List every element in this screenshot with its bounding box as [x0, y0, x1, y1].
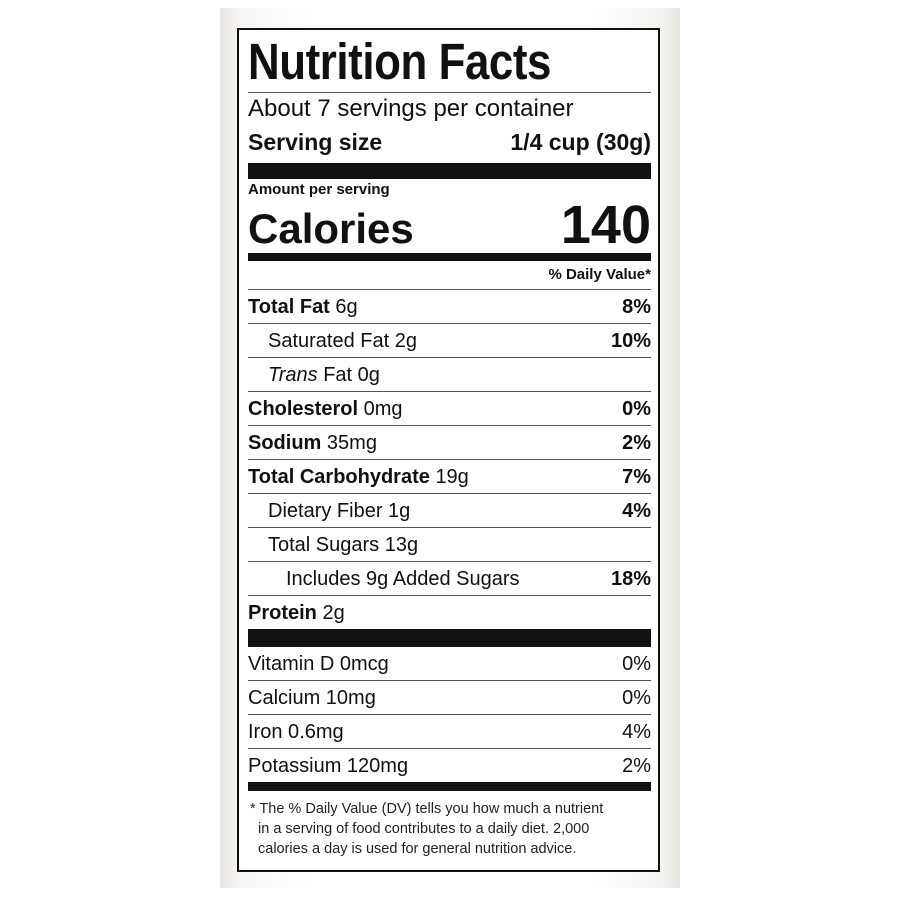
nutrient-name-cell: Total Fat 6g	[248, 290, 358, 323]
micronutrient-name: Calcium 10mg	[248, 687, 376, 709]
nutrient-amount: 13g	[384, 534, 419, 556]
nutrient-amount: 0g	[357, 364, 380, 386]
nutrient-row: Total Fat 6g 8%	[248, 290, 651, 324]
nutrient-daily-value: 10%	[610, 330, 651, 352]
micronutrient-daily-value: 0%	[622, 687, 651, 709]
nutrient-daily-value: 18%	[610, 568, 651, 590]
nutrient-name-cell: Includes 9g Added Sugars	[248, 562, 520, 595]
nutrient-name-cell: Cholesterol 0mg	[248, 392, 403, 425]
micronutrient-daily-value: 2%	[622, 755, 651, 777]
calories-row: Calories 140	[248, 195, 651, 255]
serving-size-value: 1/4 cup (30g)	[510, 129, 651, 155]
micronutrient-row: Calcium 10mg 0%	[248, 681, 651, 715]
nutrient-name-cell: Total Carbohydrate 19g	[248, 460, 469, 493]
medium-divider	[248, 253, 651, 261]
nutrient-row: Total Sugars 13g	[248, 528, 651, 562]
nutrient-row: Includes 9g Added Sugars 18%	[248, 562, 651, 596]
nutrient-amount: 2g	[394, 330, 417, 352]
nutrient-daily-value: 7%	[622, 466, 651, 488]
footnote-line: in a serving of food contributes to a da…	[258, 821, 590, 837]
micronutrient-name: Iron 0.6mg	[248, 721, 344, 743]
nutrient-amount: 6g	[335, 296, 358, 318]
nutrient-name: Dietary Fiber	[268, 500, 383, 522]
nutrient-row: Trans Fat 0g	[248, 358, 651, 392]
nutrient-daily-value: 4%	[622, 500, 651, 522]
nutrient-row: Cholesterol 0mg 0%	[248, 392, 651, 426]
serving-size-row: Serving size 1/4 cup (30g)	[248, 125, 651, 159]
nutrient-name: Protein	[248, 602, 317, 624]
micronutrient-name: Potassium 120mg	[248, 755, 409, 777]
micronutrient-row: Potassium 120mg 2%	[248, 749, 651, 782]
thick-divider	[248, 163, 651, 179]
nutrient-name: Saturated Fat	[268, 330, 390, 352]
calories-label: Calories	[248, 205, 414, 252]
nutrient-name-cell: Total Sugars 13g	[248, 528, 418, 561]
daily-value-header: % Daily Value*	[248, 261, 651, 290]
label-title: Nutrition Facts	[248, 33, 552, 90]
divider	[248, 92, 651, 93]
nutrient-daily-value: 0%	[622, 398, 651, 420]
nutrient-row: Protein 2g	[248, 596, 651, 629]
nutrient-name-cell: Dietary Fiber 1g	[248, 494, 410, 527]
thick-divider	[248, 629, 651, 647]
nutrient-row: Total Carbohydrate 19g 7%	[248, 460, 651, 494]
micronutrient-row: Vitamin D 0mcg 0%	[248, 647, 651, 681]
nutrient-name: Cholesterol	[248, 398, 359, 420]
medium-divider	[248, 782, 651, 791]
nutrient-amount: 1g	[388, 500, 411, 522]
nutrient-name-cell: Sodium 35mg	[248, 426, 377, 459]
serving-size-label: Serving size	[248, 129, 383, 155]
amount-per-serving: Amount per serving	[248, 181, 390, 198]
nutrient-amount: 19g	[435, 466, 469, 488]
nutrient-name-cell: Trans Fat 0g	[248, 358, 380, 391]
nutrient-name: Sodium	[248, 432, 322, 454]
nutrient-list: Total Fat 6g 8% Saturated Fat 2g 10% Trans F…	[248, 290, 651, 629]
nutrition-facts-label: Nutrition Facts About 7 servings per con…	[237, 28, 660, 872]
micronutrient-list: Vitamin D 0mcg 0% Calcium 10mg 0% Iron 0.6mg…	[248, 647, 651, 782]
calories-value: 140	[560, 195, 651, 255]
nutrient-amount: 35mg	[326, 432, 377, 454]
nutrient-name: Trans	[268, 364, 318, 386]
nutrient-row: Sodium 35mg 2%	[248, 426, 651, 460]
nutrient-name: Total Carbohydrate	[248, 466, 430, 488]
nutrient-name: Total Fat	[248, 296, 330, 318]
footnote-line: calories a day is used for general nutri…	[258, 841, 577, 857]
micronutrient-row: Iron 0.6mg 4%	[248, 715, 651, 749]
micronutrient-daily-value: 4%	[622, 721, 651, 743]
micronutrient-daily-value: 0%	[622, 653, 651, 675]
nutrient-name-suffix: Fat	[323, 364, 353, 386]
servings-per-container: About 7 servings per container	[248, 95, 574, 122]
nutrient-daily-value: 2%	[622, 432, 651, 454]
nutrient-name: Includes 9g Added Sugars	[286, 568, 520, 590]
nutrient-amount: 0mg	[363, 398, 403, 420]
nutrient-daily-value: 8%	[622, 296, 651, 318]
footnote: * The % Daily Value (DV) tells you how m…	[248, 791, 651, 859]
nutrient-row: Saturated Fat 2g 10%	[248, 324, 651, 358]
footnote-line: * The % Daily Value (DV) tells you how m…	[250, 801, 604, 817]
nutrient-name: Total Sugars	[268, 534, 380, 556]
nutrient-name-cell: Protein 2g	[248, 596, 345, 629]
nutrient-row: Dietary Fiber 1g 4%	[248, 494, 651, 528]
nutrient-name-cell: Saturated Fat 2g	[248, 324, 417, 357]
micronutrient-name: Vitamin D 0mcg	[248, 653, 389, 675]
nutrient-amount: 2g	[322, 602, 345, 624]
